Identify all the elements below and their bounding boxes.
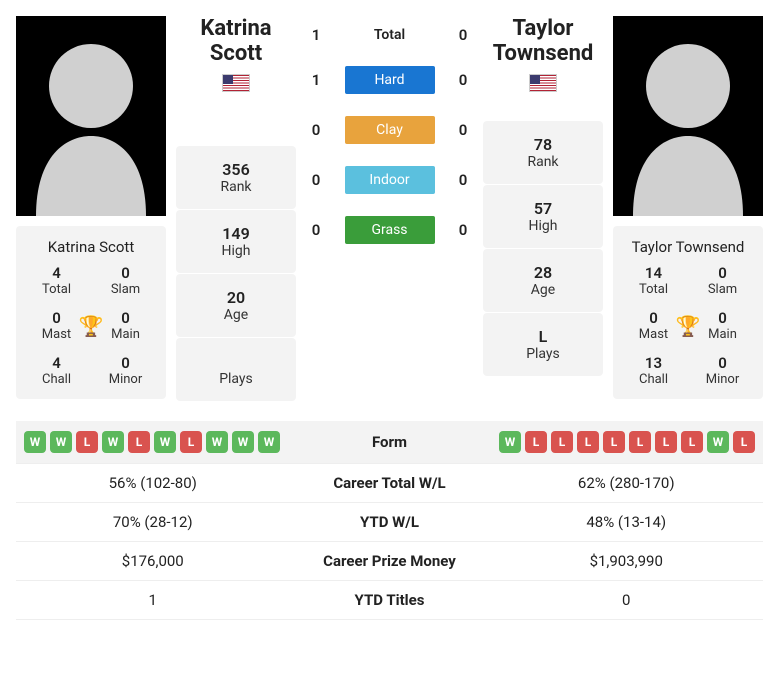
- right-player-photo: [613, 16, 763, 216]
- stat-right: $1,903,990: [490, 542, 764, 581]
- table-row: WWLWLWLWWWFormWLLLLLLLWL: [16, 421, 763, 464]
- right-name-block: Taylor Townsend: [483, 16, 603, 96]
- form-badge: L: [655, 431, 677, 453]
- h2h-left-num: 1: [306, 71, 326, 89]
- trophy-icon: 🏆: [676, 314, 701, 338]
- stat-left: 56% (102-80): [16, 464, 290, 503]
- trophy-icon: 🏆: [79, 314, 104, 338]
- surface-pill: Clay: [345, 116, 435, 144]
- stat-right: 62% (280-170): [490, 464, 764, 503]
- table-row: 1YTD Titles0: [16, 581, 763, 620]
- form-badge: W: [24, 431, 46, 453]
- h2h-total-label: Total: [345, 27, 435, 43]
- silhouette-icon: [16, 16, 166, 216]
- form-badge: W: [50, 431, 72, 453]
- form-badge: L: [551, 431, 573, 453]
- form-badges: WLLLLLLLWL: [498, 431, 756, 453]
- h2h-left-num: 1: [306, 26, 326, 44]
- h2h-row: 0 Indoor 0: [306, 166, 473, 194]
- form-badge: W: [258, 431, 280, 453]
- left-titles-card: Katrina Scott 4Total 0Slam 0Mast 0Main 4…: [16, 226, 166, 399]
- form-badges: WWLWLWLWWW: [24, 431, 282, 453]
- stat-left: 70% (28-12): [16, 503, 290, 542]
- form-badge: L: [733, 431, 755, 453]
- stat-right: 48% (13-14): [490, 503, 764, 542]
- h2h-row: 0 Clay 0: [306, 116, 473, 144]
- right-stat-stack: 78Rank 57High 28Age LPlays: [483, 121, 603, 376]
- h2h-row: 1 Total 0: [306, 26, 473, 44]
- stat-label: YTD Titles: [290, 581, 490, 620]
- surface-pill: Grass: [345, 216, 435, 244]
- left-photo-col: Katrina Scott 4Total 0Slam 0Mast 0Main 4…: [16, 16, 166, 401]
- right-info-col: Taylor Townsend 78Rank 57High 28Age LPla…: [483, 16, 603, 401]
- h2h-right-num: 0: [453, 221, 473, 239]
- h2h-left-num: 0: [306, 221, 326, 239]
- h2h-center: 1 Total 0 1 Hard 0 0 Clay 0 0 Indoor 0 0 Grass 0: [306, 16, 473, 401]
- form-badge: L: [128, 431, 150, 453]
- h2h-left-num: 0: [306, 121, 326, 139]
- h2h-right-num: 0: [453, 71, 473, 89]
- left-player-name-small: Katrina Scott: [22, 238, 160, 256]
- stat-label: Career Prize Money: [290, 542, 490, 581]
- table-row: 56% (102-80)Career Total W/L62% (280-170…: [16, 464, 763, 503]
- form-badge: L: [76, 431, 98, 453]
- right-titles-card: Taylor Townsend 14Total 0Slam 0Mast 0Mai…: [613, 226, 763, 399]
- h2h-right-num: 0: [453, 171, 473, 189]
- h2h-right-num: 0: [453, 121, 473, 139]
- form-badge: W: [499, 431, 521, 453]
- right-player-name: Taylor Townsend: [483, 16, 603, 66]
- right-titles-grid: 14Total 0Slam 0Mast 0Main 13Chall 0Minor…: [619, 264, 757, 387]
- form-badge: L: [525, 431, 547, 453]
- table-row: $176,000Career Prize Money$1,903,990: [16, 542, 763, 581]
- form-badge: L: [681, 431, 703, 453]
- form-badge: L: [180, 431, 202, 453]
- stat-left: 1: [16, 581, 290, 620]
- left-titles-grid: 4Total 0Slam 0Mast 0Main 4Chall 0Minor 🏆: [22, 264, 160, 387]
- stat-label: Career Total W/L: [290, 464, 490, 503]
- stat-label: Form: [290, 421, 490, 464]
- left-name-block: Katrina Scott: [176, 16, 296, 96]
- left-player-photo: [16, 16, 166, 216]
- stat-label: YTD W/L: [290, 503, 490, 542]
- stats-table: WWLWLWLWWWFormWLLLLLLLWL56% (102-80)Care…: [16, 421, 763, 620]
- form-badge: W: [102, 431, 124, 453]
- stat-right: 0: [490, 581, 764, 620]
- surface-pill: Indoor: [345, 166, 435, 194]
- form-badge: W: [206, 431, 228, 453]
- table-row: 70% (28-12)YTD W/L48% (13-14): [16, 503, 763, 542]
- comparison-top: Katrina Scott 4Total 0Slam 0Mast 0Main 4…: [16, 16, 763, 401]
- form-badge: L: [629, 431, 651, 453]
- right-player-name-small: Taylor Townsend: [619, 238, 757, 256]
- form-badge: W: [154, 431, 176, 453]
- right-photo-col: Taylor Townsend 14Total 0Slam 0Mast 0Mai…: [613, 16, 763, 401]
- form-badge: L: [577, 431, 599, 453]
- stat-left: $176,000: [16, 542, 290, 581]
- form-badge: W: [232, 431, 254, 453]
- left-info-col: Katrina Scott 356Rank 149High 20Age Play…: [176, 16, 296, 401]
- left-player-name: Katrina Scott: [176, 16, 296, 66]
- h2h-right-num: 0: [453, 26, 473, 44]
- form-badge: L: [603, 431, 625, 453]
- us-flag-icon: [222, 74, 250, 92]
- left-stat-stack: 356Rank 149High 20Age Plays: [176, 146, 296, 401]
- silhouette-icon: [613, 16, 763, 216]
- form-badge: W: [707, 431, 729, 453]
- h2h-row: 0 Grass 0: [306, 216, 473, 244]
- surface-pill: Hard: [345, 66, 435, 94]
- h2h-row: 1 Hard 0: [306, 66, 473, 94]
- h2h-left-num: 0: [306, 171, 326, 189]
- us-flag-icon: [529, 74, 557, 92]
